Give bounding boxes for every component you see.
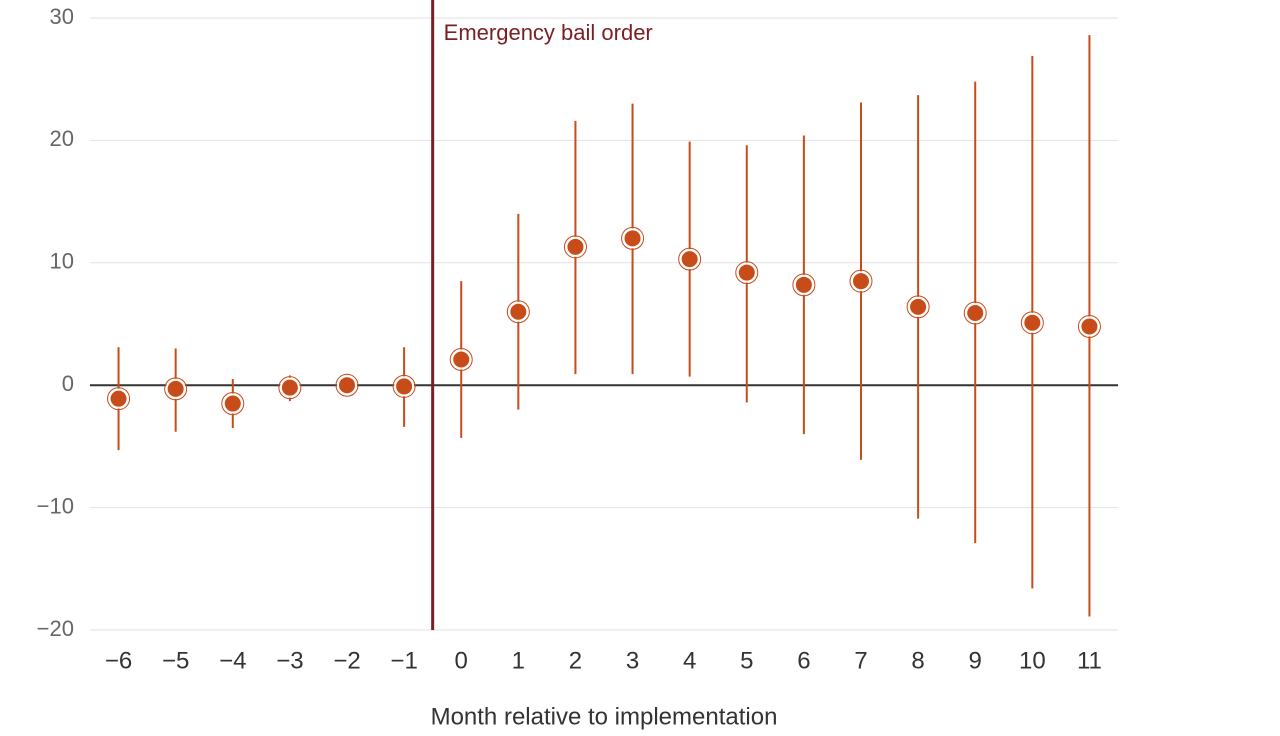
- x-tick-label: 1: [512, 647, 525, 674]
- point-ring: [392, 374, 416, 398]
- x-axis-label: Month relative to implementation: [431, 703, 778, 730]
- point-ring: [449, 347, 473, 371]
- x-tick-label: 5: [740, 647, 753, 674]
- point: [679, 249, 700, 270]
- point-ring: [792, 273, 816, 297]
- point-ring: [1020, 311, 1044, 335]
- y-tick-label: −20: [37, 616, 74, 641]
- x-tick-label: −5: [162, 647, 189, 674]
- point-ring: [906, 295, 930, 319]
- point-ring: [278, 376, 302, 400]
- y-tick-label: 0: [62, 371, 74, 396]
- y-tick-label: 30: [50, 4, 74, 29]
- point: [451, 349, 472, 370]
- x-tick-label: 3: [626, 647, 639, 674]
- point: [1022, 312, 1043, 333]
- point: [622, 228, 643, 249]
- x-tick-label: 10: [1019, 647, 1046, 674]
- x-tick-label: 0: [455, 647, 468, 674]
- point: [337, 375, 357, 396]
- point: [165, 378, 186, 399]
- point-ring: [963, 301, 987, 325]
- annotation-text: Emergency bail order: [444, 20, 653, 45]
- point-ring: [164, 377, 188, 401]
- point: [508, 301, 529, 322]
- x-tick-label: 4: [683, 647, 696, 674]
- point: [965, 302, 986, 323]
- point-ring: [621, 226, 645, 250]
- point: [908, 296, 929, 317]
- x-tick-label: 7: [854, 647, 867, 674]
- point: [565, 236, 586, 257]
- x-tick-label: −3: [276, 647, 303, 674]
- y-tick-label: −10: [37, 493, 74, 518]
- x-tick-label: 11: [1077, 647, 1102, 674]
- point-ring: [678, 247, 702, 271]
- point: [108, 388, 129, 409]
- x-tick-label: −1: [390, 647, 417, 674]
- point: [851, 271, 871, 292]
- y-tick-label: 20: [50, 126, 74, 151]
- y-tick-label: 10: [50, 249, 74, 274]
- point: [279, 377, 300, 398]
- point: [736, 262, 757, 283]
- x-tick-label: −4: [219, 647, 246, 674]
- x-tick-label: 9: [969, 647, 982, 674]
- point-ring: [506, 300, 530, 324]
- point: [222, 393, 243, 414]
- x-tick-label: 2: [569, 647, 582, 674]
- point: [1079, 316, 1100, 337]
- x-tick-label: −6: [105, 647, 132, 674]
- point-ring: [107, 387, 131, 411]
- point-ring: [221, 392, 245, 416]
- point: [793, 274, 814, 295]
- x-tick-label: 6: [797, 647, 810, 674]
- point-ring: [849, 269, 873, 293]
- point-ring: [1077, 314, 1101, 338]
- x-tick-label: 8: [911, 647, 924, 674]
- point-ring: [735, 261, 759, 285]
- x-tick-label: −2: [333, 647, 360, 674]
- point-ring: [335, 373, 359, 397]
- point-ring: [563, 235, 587, 259]
- point: [394, 376, 415, 397]
